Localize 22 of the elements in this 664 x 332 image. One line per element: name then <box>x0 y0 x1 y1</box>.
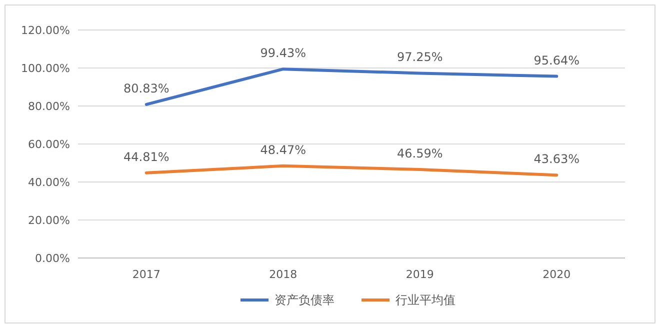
data-label: 44.81% <box>123 150 170 164</box>
y-tick-label: 60.00% <box>28 138 70 151</box>
x-tick-label: 2019 <box>406 268 434 281</box>
y-tick-label: 40.00% <box>28 176 70 189</box>
legend-label: 行业平均值 <box>396 293 456 307</box>
y-tick-label: 20.00% <box>28 214 70 227</box>
data-label: 95.64% <box>534 53 580 68</box>
data-label: 99.43% <box>260 46 306 60</box>
x-tick-label: 2020 <box>542 268 571 281</box>
data-label: 43.63% <box>534 152 580 166</box>
y-tick-label: 120.00% <box>21 24 70 37</box>
data-label: 97.25% <box>396 50 443 64</box>
x-tick-label: 2018 <box>269 268 298 281</box>
y-tick-label: 80.00% <box>28 100 70 113</box>
data-label: 48.47% <box>260 142 306 157</box>
y-tick-label: 100.00% <box>21 62 70 75</box>
legend-label: 资产负债率 <box>274 293 334 307</box>
y-tick-label: 0.00% <box>35 252 70 265</box>
data-label: 46.59% <box>396 146 443 160</box>
line-series <box>144 164 558 177</box>
data-label: 80.83% <box>123 81 170 96</box>
x-tick-label: 2017 <box>132 268 160 281</box>
